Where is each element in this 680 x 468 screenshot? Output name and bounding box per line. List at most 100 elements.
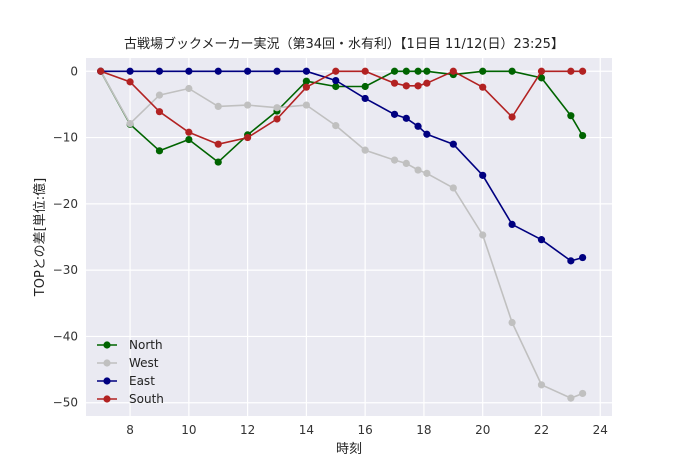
legend-marker-north xyxy=(103,341,111,349)
legend-marker-south xyxy=(103,395,111,403)
data-point-west xyxy=(185,84,193,93)
series-line-south xyxy=(100,70,583,145)
data-point-south xyxy=(155,108,164,116)
y-tick-label: −10 xyxy=(53,131,78,145)
data-point-east xyxy=(449,140,457,148)
x-tick-label: 12 xyxy=(240,423,255,437)
x-tick-label: 20 xyxy=(475,423,490,437)
x-axis-title: 時刻 xyxy=(336,442,362,457)
x-tick-label: 16 xyxy=(358,423,373,437)
legend-label-south: South xyxy=(129,392,164,406)
data-point-west xyxy=(508,318,516,327)
data-point-north xyxy=(423,67,431,75)
y-axis-title: TOPとの差[単位:億] xyxy=(32,178,48,297)
data-point-north xyxy=(508,67,516,75)
data-point-west xyxy=(302,101,310,109)
data-point-north xyxy=(214,158,222,166)
data-point-west xyxy=(390,156,399,164)
legend-marker-east xyxy=(103,377,111,385)
legend-label-north: North xyxy=(129,338,163,352)
legend-item-south: South xyxy=(97,392,164,406)
data-point-west xyxy=(332,122,340,130)
data-point-south xyxy=(402,82,410,90)
y-tick-label: 0 xyxy=(70,64,78,78)
data-point-east xyxy=(155,67,164,75)
data-point-south xyxy=(390,79,399,87)
data-point-east xyxy=(185,67,193,75)
data-point-north xyxy=(302,77,310,85)
data-point-south xyxy=(508,113,516,121)
data-point-east xyxy=(302,67,310,75)
data-point-west xyxy=(244,101,252,109)
data-point-south xyxy=(185,128,193,136)
series-south xyxy=(97,67,587,148)
x-tick-label: 14 xyxy=(299,423,314,437)
data-point-west xyxy=(449,184,457,192)
data-point-south xyxy=(423,79,431,87)
data-point-east xyxy=(508,220,516,229)
legend-label-west: West xyxy=(129,356,159,370)
data-point-north xyxy=(361,82,369,91)
data-point-east xyxy=(273,67,281,75)
data-point-south xyxy=(579,67,587,75)
data-point-south xyxy=(273,115,281,123)
data-point-south xyxy=(449,67,457,75)
data-point-north xyxy=(537,74,546,82)
data-point-east xyxy=(332,76,340,85)
data-point-west xyxy=(273,104,281,112)
data-point-south xyxy=(567,67,575,75)
data-point-north xyxy=(390,67,399,75)
data-point-east xyxy=(579,253,587,262)
x-tick-label: 8 xyxy=(126,423,134,437)
data-point-west xyxy=(579,389,587,398)
data-point-south xyxy=(361,67,369,75)
data-point-east xyxy=(126,67,134,75)
series-line-west xyxy=(100,70,583,399)
y-tick-label: −50 xyxy=(53,396,78,410)
data-point-west xyxy=(423,169,431,177)
y-tick-label: −40 xyxy=(53,329,78,343)
data-point-south xyxy=(537,67,546,75)
data-point-north xyxy=(479,67,487,75)
data-point-south xyxy=(214,140,222,148)
series-layer xyxy=(97,67,587,402)
data-point-south xyxy=(479,83,487,91)
x-tick-label: 24 xyxy=(593,423,608,437)
data-point-east xyxy=(402,114,410,122)
data-point-west xyxy=(155,91,164,99)
data-point-east xyxy=(361,94,369,103)
data-point-west xyxy=(414,166,422,174)
x-tick-label: 10 xyxy=(181,423,196,437)
data-point-south xyxy=(414,82,422,90)
x-gridlines xyxy=(129,58,601,416)
x-tick-label: 18 xyxy=(416,423,431,437)
legend-label-east: East xyxy=(129,374,155,388)
series-line-east xyxy=(100,70,583,262)
y-tick-label: −20 xyxy=(53,197,78,211)
data-point-south xyxy=(332,67,340,75)
data-point-east xyxy=(479,171,487,179)
data-point-south xyxy=(302,83,310,91)
data-point-south xyxy=(126,78,134,86)
legend-item-east: East xyxy=(97,374,155,388)
data-point-west xyxy=(567,394,575,402)
data-point-north xyxy=(414,67,422,75)
legend-item-west: West xyxy=(97,356,159,370)
y-gridlines xyxy=(86,70,612,404)
series-east xyxy=(97,67,587,265)
data-point-east xyxy=(414,122,422,130)
series-line-north xyxy=(100,70,584,163)
data-point-south xyxy=(244,133,252,142)
legend-marker-west xyxy=(103,359,111,367)
legend: North West East South xyxy=(97,338,164,406)
data-point-north xyxy=(332,82,340,91)
data-point-east xyxy=(537,236,546,244)
data-point-east xyxy=(567,257,575,265)
data-point-east xyxy=(214,67,222,75)
legend-item-north: North xyxy=(97,338,163,352)
data-point-west xyxy=(126,120,134,128)
x-tick-label: 22 xyxy=(534,423,549,437)
data-point-west xyxy=(214,102,222,110)
y-axis: 0 −10 −20 −30 −40 −50 xyxy=(53,64,78,409)
